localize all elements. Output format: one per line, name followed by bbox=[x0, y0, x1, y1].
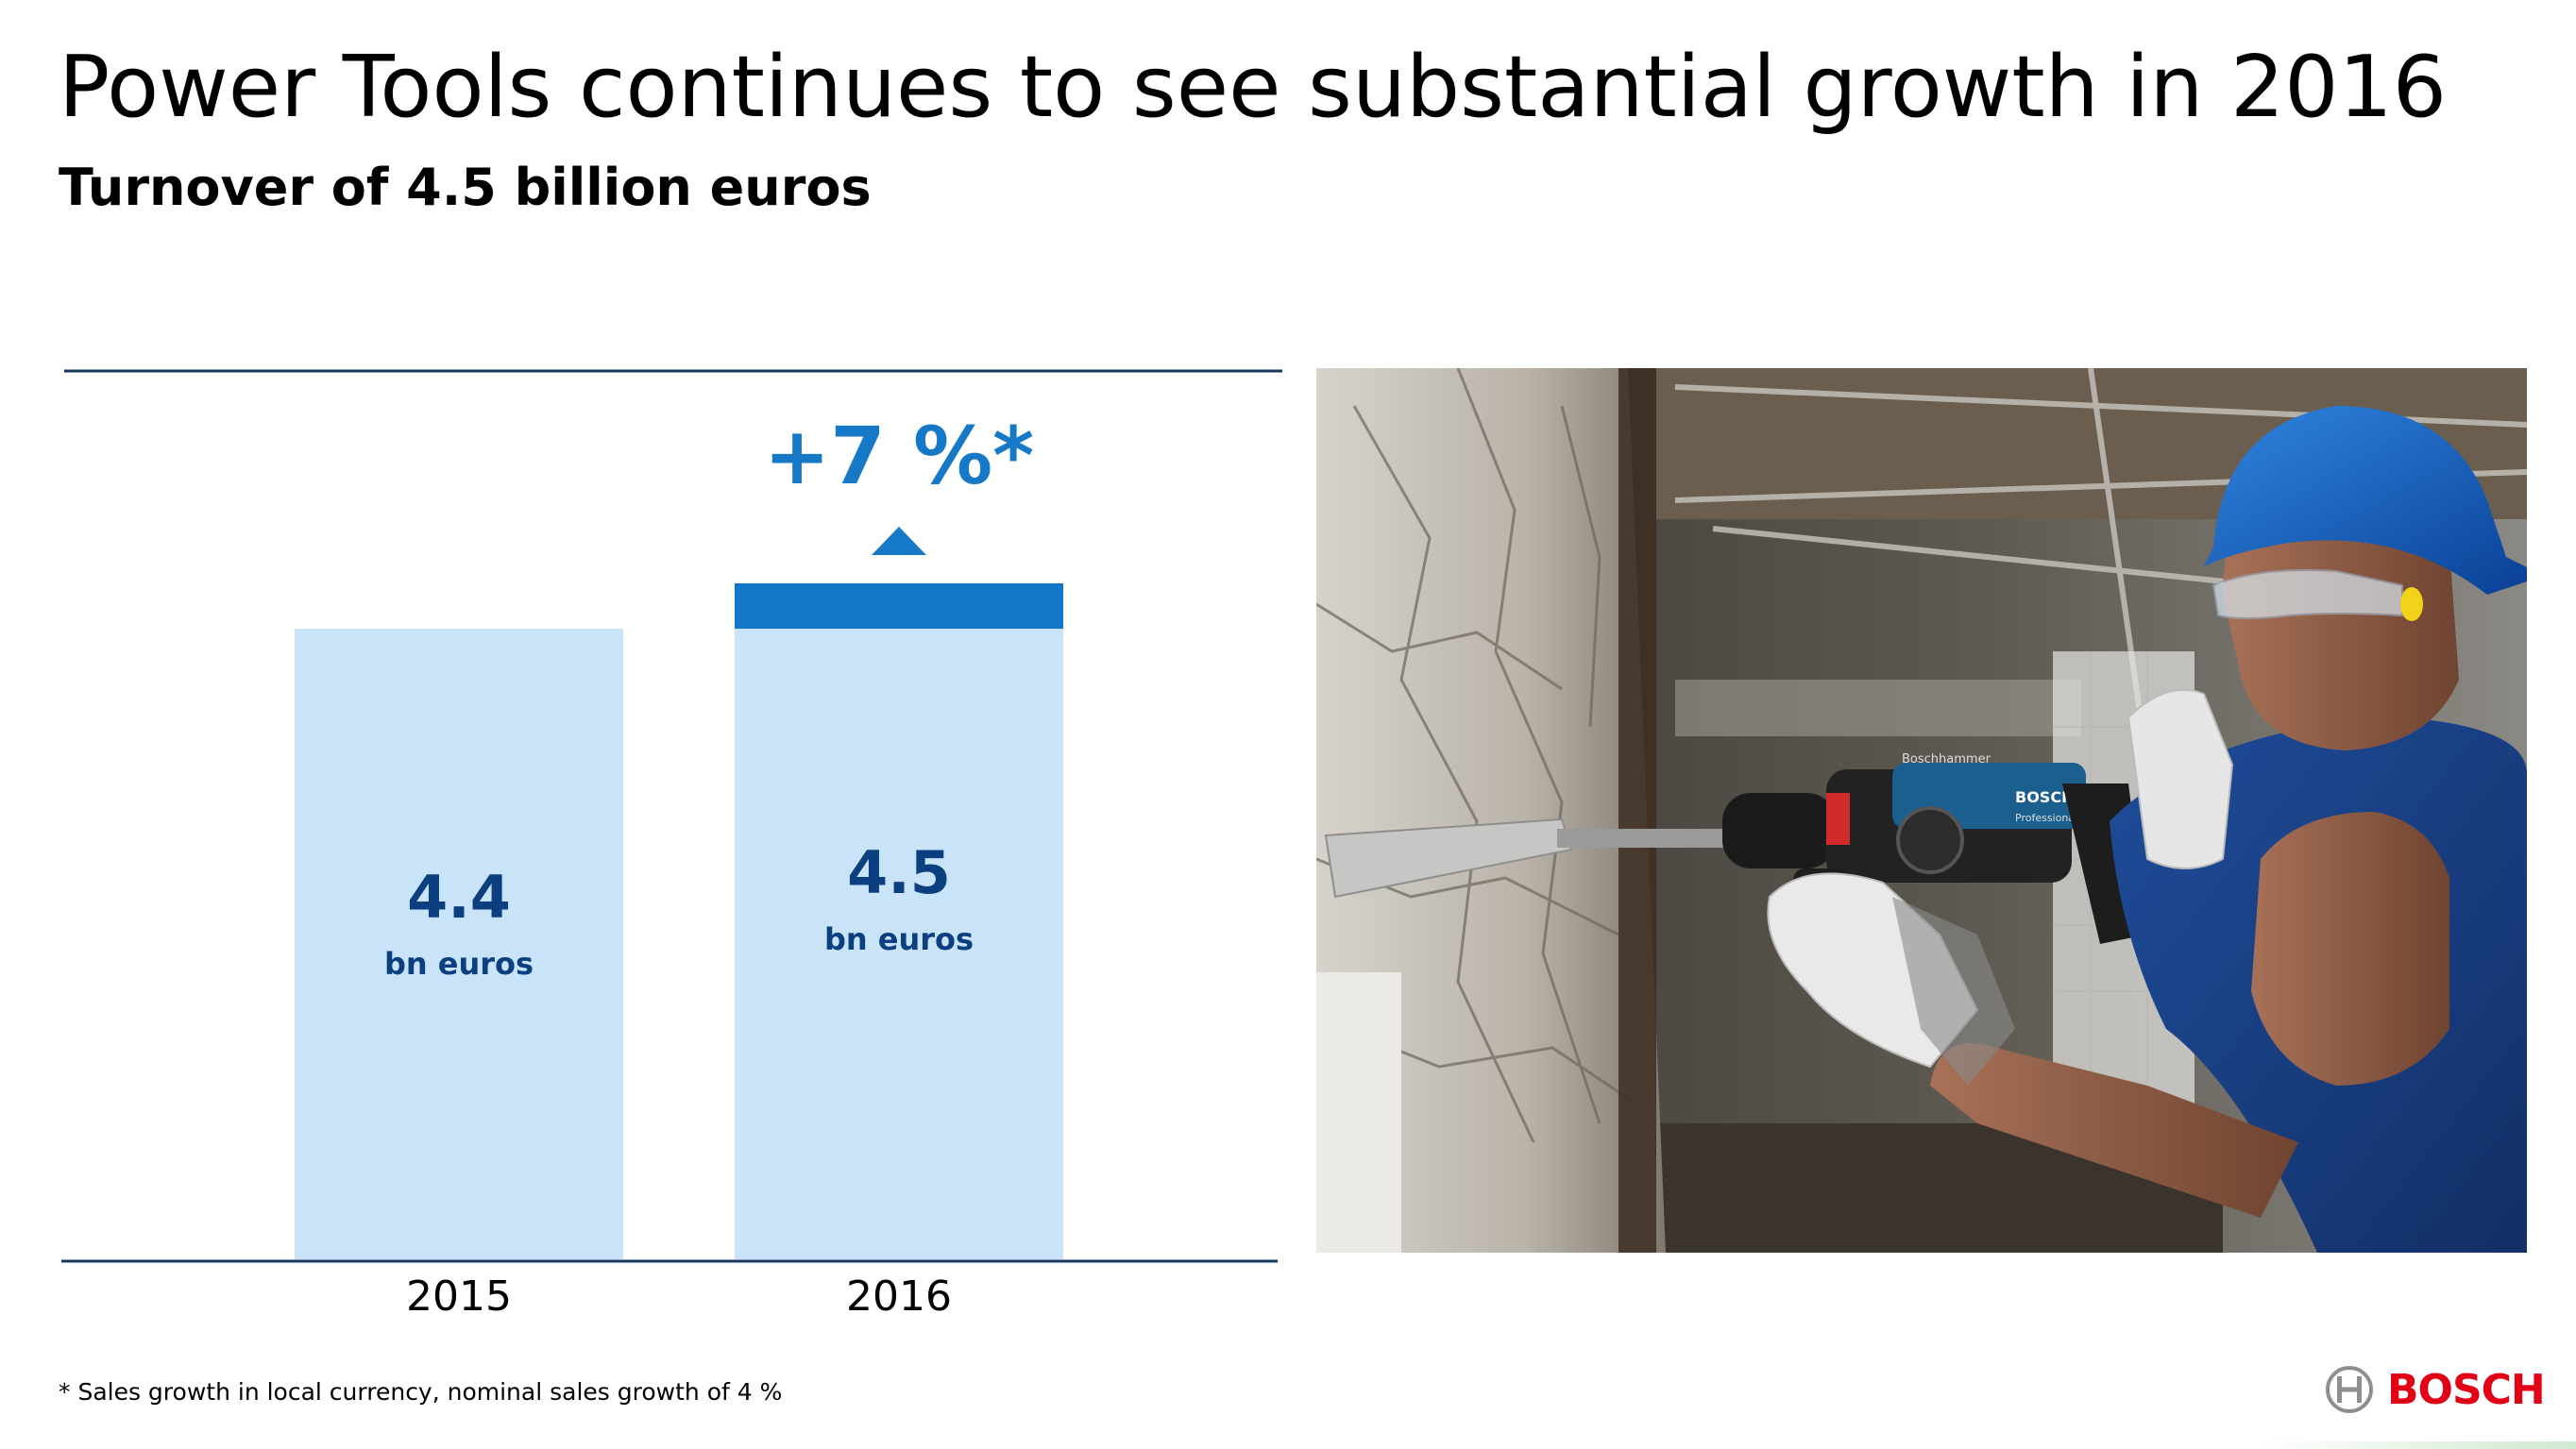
x-tick-label-2016: 2016 bbox=[846, 1272, 952, 1321]
tool-model-text: Boschhammer bbox=[1902, 752, 1991, 767]
slide-subtitle: Turnover of 4.5 billion euros bbox=[59, 158, 872, 217]
growth-label: +7 %* bbox=[764, 410, 1034, 502]
bosch-armature-icon bbox=[2326, 1366, 2373, 1413]
bottom-accent-strip bbox=[2257, 1441, 2576, 1449]
tool-brand-text: BOSCH bbox=[2015, 788, 2074, 806]
photo-illustration: Boschhammer BOSCH Professional bbox=[1316, 368, 2527, 1253]
footnote: * Sales growth in local currency, nomina… bbox=[59, 1378, 783, 1406]
bar-increment-2016 bbox=[735, 583, 1063, 629]
bars-layer: 4.4 bn euros 2015 4.5 bn euros 2016 bbox=[295, 583, 1063, 1321]
tool-sub-text: Professional bbox=[2015, 812, 2077, 824]
growth-arrow-icon bbox=[872, 527, 926, 555]
bar-unit-label-2015: bn euros bbox=[384, 946, 534, 982]
bosch-wordmark: BOSCH bbox=[2387, 1365, 2546, 1414]
growth-annotation: +7 %* bbox=[764, 410, 1034, 555]
bar-2015 bbox=[295, 629, 623, 1259]
bar-value-label-2016: 4.5 bbox=[847, 838, 951, 907]
x-tick-label-2015: 2015 bbox=[406, 1272, 512, 1321]
bar-unit-label-2016: bn euros bbox=[824, 921, 974, 957]
bar-value-label-2015: 4.4 bbox=[407, 863, 511, 932]
bosch-logo: BOSCH bbox=[2325, 1363, 2546, 1416]
slide-title: Power Tools continues to see substantial… bbox=[59, 38, 2448, 137]
turnover-bar-chart: 4.4 bn euros 2015 4.5 bn euros 2016 +7 %* bbox=[61, 369, 1282, 1321]
bar-2016 bbox=[735, 629, 1063, 1259]
product-photo: Boschhammer BOSCH Professional bbox=[1316, 368, 2527, 1253]
